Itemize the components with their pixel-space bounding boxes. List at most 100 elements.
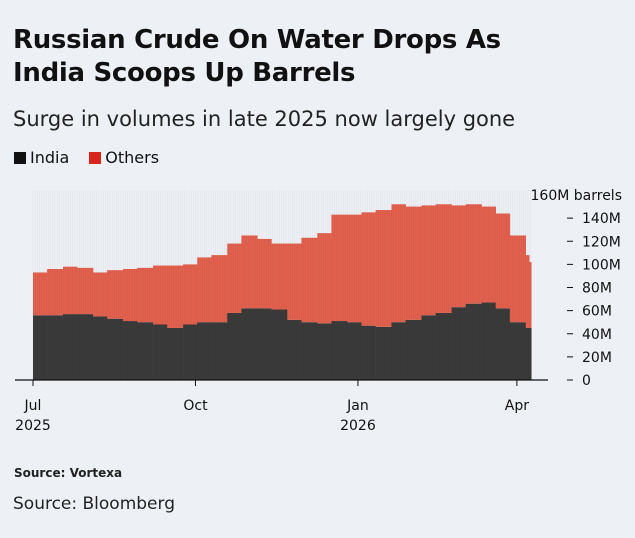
bar-others <box>317 233 332 324</box>
bar-india <box>197 322 212 380</box>
bar-others <box>77 267 94 315</box>
bar-others <box>211 255 228 323</box>
bar-others <box>435 204 452 313</box>
x-tick-label: Apr <box>505 398 529 414</box>
bar-others <box>347 214 362 323</box>
bar-india <box>435 312 452 380</box>
x-tick-label: Jul <box>24 398 42 414</box>
bar-india <box>77 314 94 380</box>
bar-others <box>93 272 108 317</box>
bar-others <box>47 269 64 316</box>
y-tick-label: 140M <box>582 211 621 227</box>
y-tick-label: 120M <box>582 234 621 250</box>
bar-india <box>93 316 108 380</box>
bar-others <box>509 235 527 323</box>
bar-india <box>525 327 530 380</box>
bar-others <box>405 206 422 320</box>
bar-others <box>465 204 482 304</box>
bar-india <box>63 314 78 380</box>
bar-others <box>271 243 288 310</box>
bar-india <box>47 315 64 380</box>
chart-subtitle: Surge in volumes in late 2025 now largel… <box>13 107 516 131</box>
bar-others <box>301 237 318 323</box>
bar-india <box>421 315 436 380</box>
bar-others <box>421 205 436 316</box>
y-tick-label: 40M <box>582 327 612 343</box>
y-tick-label: 20M <box>582 350 612 366</box>
axes-group: Jul 2025 Oct Jan 2026 Apr 0 20M 40M 60M 80M 100M 120… <box>15 188 622 434</box>
bar-india <box>405 319 422 380</box>
bar-india <box>391 322 406 380</box>
bar-india <box>33 315 48 380</box>
bar-others <box>241 235 258 309</box>
bar-others <box>123 269 138 322</box>
bar-others <box>107 270 124 319</box>
y-tick-label: 100M <box>582 257 621 273</box>
bar-others <box>197 257 212 323</box>
bar-others <box>227 243 242 313</box>
x-tick-year-label: 2025 <box>15 418 51 434</box>
legend-label-others: Others <box>105 148 160 167</box>
y-tick-label: 80M <box>582 281 612 297</box>
bar-india <box>509 322 527 380</box>
bar-others <box>137 267 154 323</box>
bar-india <box>227 312 242 380</box>
bar-india <box>465 303 482 380</box>
bar-india <box>153 324 168 380</box>
legend-swatch-india <box>14 151 26 164</box>
bar-india <box>331 321 348 380</box>
bar-india <box>451 307 466 380</box>
bar-india <box>361 325 376 380</box>
bar-others <box>287 243 302 320</box>
bar-others <box>481 206 496 303</box>
bar-india <box>257 308 272 380</box>
bar-others <box>257 238 272 309</box>
title-line-1: Russian Crude On Water Drops As <box>13 25 501 55</box>
y-tick-label: 0 <box>582 373 591 389</box>
bar-others <box>33 272 48 316</box>
bar-others <box>525 255 530 328</box>
legend: India Others <box>14 148 159 167</box>
bar-india <box>271 309 288 380</box>
bar-others <box>361 212 376 326</box>
bar-india <box>287 319 302 380</box>
y-axis-label: 160M barrels <box>531 188 622 204</box>
title-line-2: India Scoops Up Barrels <box>13 58 356 88</box>
bar-india <box>301 322 318 380</box>
bar-india <box>167 327 184 380</box>
bar-india <box>529 327 532 380</box>
stacked-bar-chart: Jul 2025 Oct Jan 2026 Apr 0 20M 40M 60M 80M 100M 120… <box>15 188 622 434</box>
bar-others <box>451 205 466 308</box>
legend-item-india: India <box>14 148 69 167</box>
bar-others <box>63 266 78 315</box>
legend-item-others: Others <box>89 148 159 167</box>
bar-india <box>317 323 332 380</box>
bar-others <box>495 213 511 309</box>
legend-label-india: India <box>30 148 70 167</box>
bar-india <box>183 324 198 380</box>
bar-india <box>137 322 154 380</box>
bar-others <box>183 264 198 325</box>
x-tick-year-label: 2026 <box>340 418 376 434</box>
chart-title: Russian Crude On Water Drops As India Sc… <box>13 24 501 90</box>
bar-others <box>391 204 406 323</box>
bar-others <box>375 210 392 327</box>
bar-india <box>211 322 228 380</box>
bar-india <box>495 308 511 380</box>
source-credit: Source: Bloomberg <box>13 494 175 514</box>
x-tick-label: Oct <box>183 398 208 414</box>
bar-others <box>529 262 532 328</box>
legend-swatch-others <box>89 151 102 164</box>
bar-india <box>107 318 124 380</box>
bar-india <box>375 326 392 380</box>
data-source-note: Source: Vortexa <box>14 466 123 480</box>
x-tick-label: Jan <box>346 398 369 414</box>
bar-india <box>481 302 496 380</box>
bar-india <box>347 322 362 380</box>
bar-india <box>123 321 138 380</box>
bar-india <box>241 308 258 380</box>
bar-others <box>153 265 168 325</box>
bars-group <box>32 190 532 380</box>
bar-others <box>331 214 348 322</box>
bar-others <box>167 265 184 328</box>
